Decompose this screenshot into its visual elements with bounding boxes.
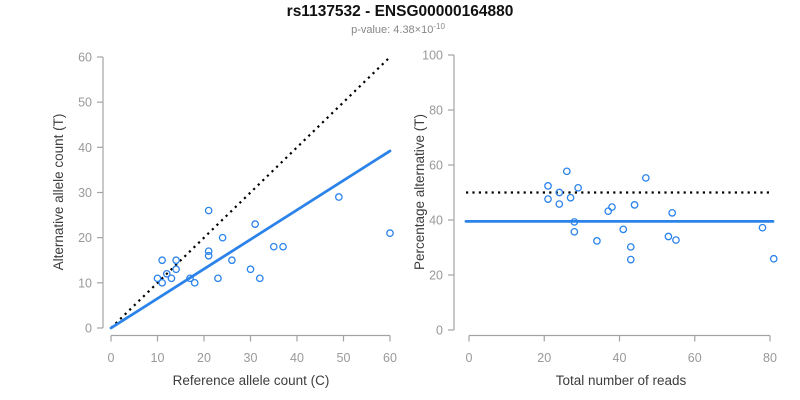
y-tick-label: 40 [78, 141, 92, 155]
data-point [186, 274, 194, 283]
x-tick-label: 40 [613, 351, 627, 365]
data-point [153, 274, 162, 283]
data-point [158, 278, 166, 287]
data-point [630, 201, 639, 209]
data-point [758, 223, 767, 232]
y-tick-label: 20 [429, 269, 443, 283]
data-point [626, 255, 635, 264]
data-point [228, 256, 236, 265]
x-tick-label: 20 [197, 351, 211, 365]
data-point [641, 174, 650, 182]
data-point [608, 203, 616, 211]
x-tick-label: 20 [537, 351, 551, 365]
data-point [251, 220, 259, 228]
right-yaxis-title: Percentage alternative (T) [412, 114, 427, 270]
data-point [158, 256, 166, 265]
data-point [668, 209, 677, 217]
y-tick-label: 60 [429, 159, 443, 173]
x-tick-label: 10 [151, 351, 165, 365]
data-point [626, 243, 635, 251]
data-point [334, 193, 343, 201]
y-tick-label: 60 [78, 50, 92, 64]
y-tick-label: 80 [429, 104, 443, 118]
data-point [162, 269, 171, 278]
data-point [604, 207, 613, 216]
pvalue-subtitle: p-value: 4.38×10-10 [0, 22, 796, 36]
x-tick-label: 60 [688, 351, 702, 365]
data-point [544, 182, 552, 190]
data-point [619, 225, 628, 234]
data-point [544, 195, 552, 203]
data-point [555, 200, 564, 208]
pvalue-exponent: -10 [433, 22, 445, 31]
data-point [664, 232, 673, 241]
data-point [570, 227, 579, 236]
data-point [214, 274, 222, 283]
data-point [574, 183, 582, 192]
y-tick-label: 30 [78, 186, 92, 200]
x-tick-label: 50 [337, 351, 351, 365]
fit-line [109, 149, 392, 330]
data-point [562, 167, 571, 176]
data-point [769, 254, 778, 263]
y-tick-label: 0 [85, 322, 92, 336]
data-point [566, 193, 575, 202]
identity-line [110, 56, 391, 329]
pvalue-text: p-value: 4.38×10 [351, 24, 434, 36]
data-point [172, 265, 180, 274]
x-tick-label: 0 [108, 351, 115, 365]
right-xaxis-title: Total number of reads [556, 373, 687, 388]
x-tick-label: 30 [244, 351, 258, 365]
data-point [218, 233, 227, 242]
data-point [246, 265, 255, 274]
y-tick-label: 0 [436, 324, 443, 338]
left-xaxis-title: Reference allele count (C) [173, 373, 330, 388]
data-point [593, 237, 601, 245]
data-point [172, 256, 180, 265]
left-yaxis-title: Alternative allele count (T) [51, 114, 66, 271]
y-tick-label: 100 [422, 49, 443, 63]
y-tick-label: 40 [429, 214, 443, 228]
data-point [386, 229, 394, 237]
data-point [190, 278, 199, 287]
x-tick-label: 80 [763, 351, 777, 365]
data-point [269, 242, 278, 251]
y-tick-label: 50 [78, 96, 92, 110]
data-point [555, 188, 564, 197]
data-point [255, 274, 264, 283]
right-scatter-plot: 0 20 40 60 80 100 0 20 40 60 80 [422, 49, 778, 365]
data-point [570, 218, 579, 226]
x-tick-label: 60 [383, 351, 397, 365]
data-point [167, 274, 176, 283]
data-point [204, 251, 213, 260]
page-title: rs1137532 - ENSG00000164880 [286, 3, 514, 20]
data-point [672, 236, 680, 244]
left-scatter-plot: 0 10 20 30 40 50 60 0 10 20 30 40 50 60 [78, 50, 397, 365]
x-tick-label: 40 [290, 351, 304, 365]
y-tick-label: 10 [78, 276, 92, 290]
x-tick-label: 0 [466, 351, 473, 365]
y-tick-label: 20 [78, 231, 92, 245]
data-point [204, 247, 213, 256]
data-point [279, 242, 287, 251]
data-point [204, 206, 213, 215]
